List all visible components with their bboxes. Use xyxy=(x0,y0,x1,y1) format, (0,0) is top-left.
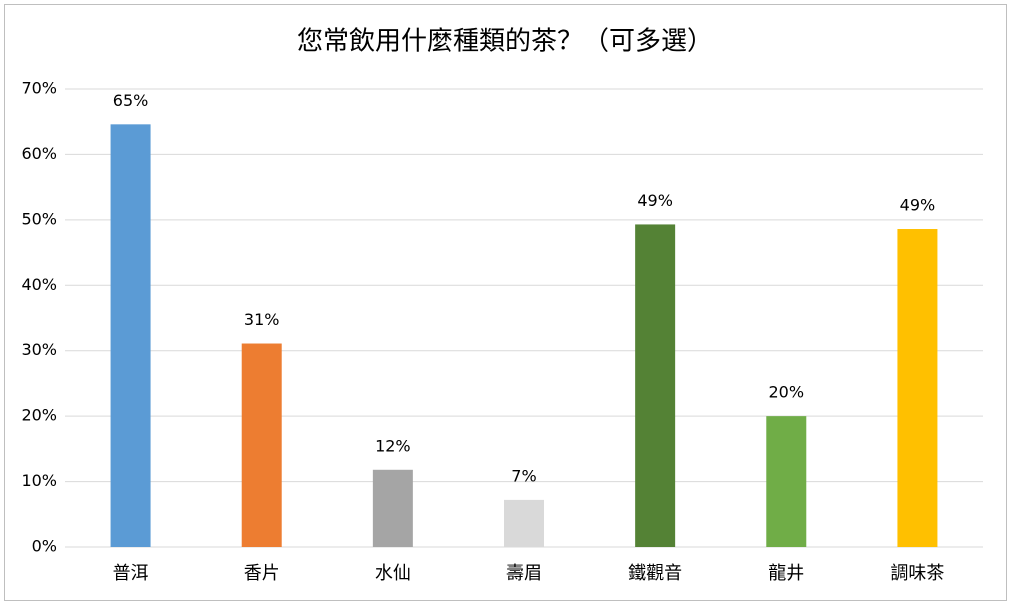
bar xyxy=(372,469,413,547)
bar xyxy=(110,124,151,548)
data-label: 49% xyxy=(637,191,673,210)
x-tick-label: 香片 xyxy=(244,563,280,584)
y-tick-label: 0% xyxy=(32,537,57,556)
data-label: 12% xyxy=(375,436,411,455)
y-tick-label: 70% xyxy=(21,79,57,98)
bar xyxy=(504,499,544,547)
data-label: 49% xyxy=(900,196,936,215)
y-tick-label: 40% xyxy=(21,275,57,294)
y-tick-label: 10% xyxy=(21,471,57,490)
y-tick-label: 20% xyxy=(21,406,57,425)
data-label: 31% xyxy=(244,310,280,329)
x-tick-label: 鐵觀音 xyxy=(628,563,682,584)
x-tick-label: 龍井 xyxy=(768,563,804,584)
bar xyxy=(766,416,807,547)
data-label: 7% xyxy=(511,466,536,485)
y-tick-label: 50% xyxy=(21,209,57,228)
data-label: 20% xyxy=(769,383,805,402)
x-tick-label: 壽眉 xyxy=(506,563,542,584)
x-tick-label: 水仙 xyxy=(375,563,411,584)
y-tick-label: 30% xyxy=(21,340,57,359)
bar xyxy=(241,343,282,547)
x-tick-label: 普洱 xyxy=(113,563,149,584)
bar xyxy=(635,224,676,548)
chart-title: 您常飲用什麼種類的茶？（可多選） xyxy=(297,27,713,57)
y-tick-label: 60% xyxy=(21,144,57,163)
data-label: 65% xyxy=(113,91,149,110)
bar xyxy=(897,229,938,547)
x-tick-label: 調味茶 xyxy=(890,563,944,584)
